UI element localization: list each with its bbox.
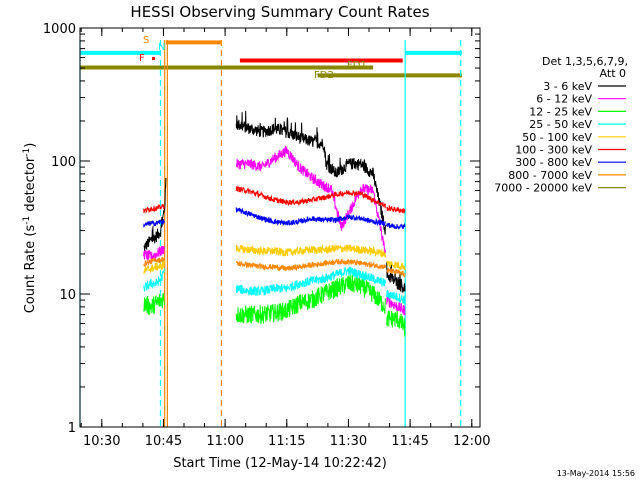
x-tick-label-2: 11:00 [206, 434, 243, 449]
series-2-segment-0 [143, 293, 165, 315]
legend-label-6: 300 - 800 keV [515, 156, 592, 169]
legend-label-0: 3 - 6 keV [543, 80, 592, 93]
x-tick-label-6: 12:00 [453, 434, 490, 449]
y-label-mid: detector [23, 156, 38, 216]
series-0-segment-1 [235, 110, 386, 235]
series-6-segment-1 [235, 207, 386, 227]
y-tick-label-3: 1000 [43, 22, 76, 37]
y-axis-ticks: 1 10 100 1000 [43, 22, 480, 436]
series-layer [143, 110, 406, 337]
annotation-S: S [143, 35, 149, 46]
annotation-N: N [158, 42, 165, 53]
series-6-segment-0 [143, 218, 165, 228]
series-5-segment-1 [235, 184, 386, 209]
x-tick-label-3: 11:15 [268, 434, 305, 449]
x-tick-label-4: 11:30 [330, 434, 367, 449]
footer-timestamp: 13-May-2014 15:56 [557, 469, 635, 478]
legend-label-4: 50 - 100 keV [522, 131, 592, 144]
series-5-segment-2 [386, 204, 406, 214]
annotation-F: F [139, 53, 145, 64]
series-7-segment-0 [143, 257, 165, 268]
series-2-segment-1 [235, 274, 386, 325]
y-label-sup1: -1 [22, 216, 32, 225]
series-1-segment-1 [235, 145, 386, 255]
legend-header-1: Det 1,3,5,6,7,9, [542, 55, 628, 68]
x-axis-ticks: 10:30 10:45 11:00 11:15 11:30 11:45 12:00 [80, 28, 491, 449]
legend-label-8: 7000 - 20000 keV [494, 182, 592, 195]
legend-label-7: 800 - 7000 keV [508, 169, 592, 182]
legend-label-2: 12 - 25 keV [529, 105, 592, 118]
legend-header-2: Att 0 [600, 67, 626, 80]
y-label-main: Count Rate (s [23, 225, 38, 314]
series-5-segment-0 [143, 203, 165, 214]
x-tick-label-1: 10:45 [145, 434, 182, 449]
y-tick-label-1: 10 [59, 288, 76, 303]
x-tick-label-5: 11:45 [391, 434, 428, 449]
series-4-segment-0 [143, 260, 165, 275]
event-layer [80, 40, 462, 78]
y-axis-label: Count Rate (s-1 detector-1) [22, 143, 38, 314]
legend-label-5: 100 - 300 keV [515, 144, 592, 157]
legend-label-3: 25 - 50 keV [529, 118, 592, 131]
y-tick-label-2: 100 [51, 155, 76, 170]
flare-marker [152, 57, 155, 60]
series-2-segment-2 [386, 309, 406, 337]
vertical-lines-layer [79, 40, 462, 427]
series-4-segment-2 [386, 260, 406, 270]
series-3-segment-2 [386, 289, 406, 305]
series-4-segment-1 [235, 243, 386, 258]
series-3-segment-1 [235, 266, 386, 296]
y-tick-label-0: 1 [68, 421, 76, 436]
series-0-segment-0 [143, 177, 167, 252]
series-3-segment-0 [143, 268, 165, 293]
series-6-segment-2 [386, 222, 406, 230]
series-1-segment-2 [386, 295, 406, 316]
series-0-segment-2 [386, 262, 406, 293]
annotation-FD2: FD2 [314, 70, 334, 81]
series-7-segment-2 [386, 266, 406, 279]
annotation-FD1: FD1 [347, 60, 367, 71]
y-label-sup2: -1 [22, 148, 32, 157]
x-axis-label: Start Time (12-May-14 10:22:42) [173, 456, 387, 471]
legend-label-1: 6 - 12 keV [536, 93, 592, 106]
series-7-segment-1 [236, 258, 386, 272]
y-label-end: ) [23, 143, 38, 148]
plot-frame [79, 27, 481, 428]
x-tick-label-0: 10:30 [83, 434, 120, 449]
chart-title: HESSI Observing Summary Count Rates [130, 3, 429, 21]
